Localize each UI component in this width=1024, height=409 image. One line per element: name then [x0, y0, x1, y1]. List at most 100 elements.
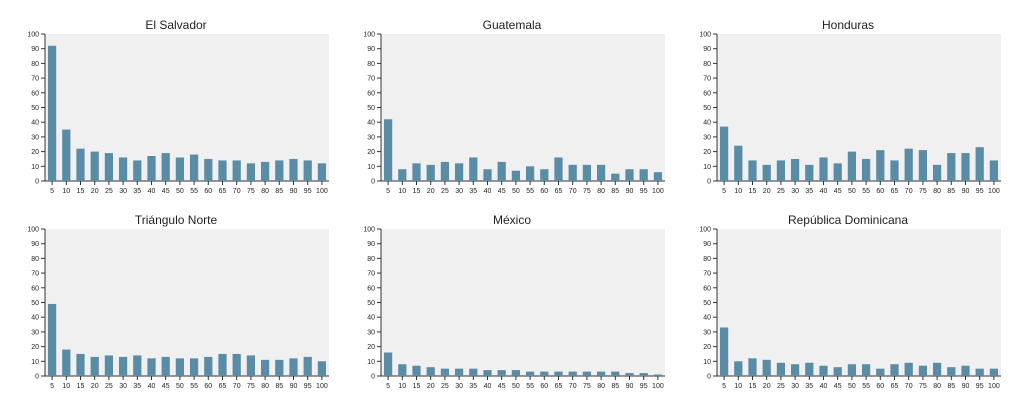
x-tick-label: 35: [133, 188, 141, 195]
x-tick-label: 85: [947, 383, 955, 390]
x-tick-label: 75: [583, 188, 591, 195]
x-tick-label: 45: [162, 383, 170, 390]
bar: [260, 161, 270, 181]
x-tick-label: 75: [919, 188, 927, 195]
y-tick-label: 50: [703, 105, 711, 112]
y-tick-label: 10: [31, 164, 39, 171]
x-tick-label: 10: [398, 383, 406, 390]
y-tick-label: 60: [367, 285, 375, 292]
x-tick-label: 45: [498, 188, 506, 195]
bar: [189, 358, 199, 376]
x-tick-label: 25: [777, 383, 785, 390]
bar: [76, 353, 85, 376]
y-tick-label: 30: [31, 329, 39, 336]
x-tick-label: 5: [722, 188, 726, 195]
y-tick-label: 70: [31, 76, 39, 83]
x-tick-label: 50: [512, 188, 520, 195]
x-tick-label: 20: [91, 383, 99, 390]
x-tick-label: 65: [555, 383, 563, 390]
bar: [719, 126, 729, 181]
y-tick-label: 90: [367, 241, 375, 248]
bar: [383, 119, 393, 181]
x-tick-label: 50: [848, 188, 856, 195]
x-tick-label: 25: [105, 188, 113, 195]
y-tick-label: 40: [703, 315, 711, 322]
bar: [540, 371, 549, 376]
y-tick-label: 40: [367, 120, 375, 127]
bar-chart-svg: 0 10 20 30 40 50 60 70 80 90 100 5 10 15 20 25 30 35 40 45 5…: [363, 32, 665, 195]
bar: [748, 358, 757, 376]
bar: [611, 173, 620, 181]
bar: [383, 352, 393, 376]
x-tick-label: 25: [777, 188, 785, 195]
x-tick-label: 5: [722, 383, 726, 390]
x-tick-label: 70: [905, 383, 913, 390]
y-tick-label: 60: [703, 285, 711, 292]
y-tick-label: 20: [367, 149, 375, 156]
y-tick-label: 100: [27, 227, 39, 234]
x-tick-label: 55: [190, 188, 198, 195]
bar: [918, 150, 928, 181]
bar: [776, 362, 786, 376]
bar: [653, 172, 663, 181]
y-tick-label: 80: [367, 61, 375, 68]
bar-chart-svg: 0 10 20 30 40 50 60 70 80 90 100 5 10 15 20 25 30 35 40 45 5…: [699, 32, 1001, 195]
x-tick-label: 50: [176, 188, 184, 195]
x-tick-label: 55: [862, 383, 870, 390]
bar: [175, 157, 185, 181]
bar: [554, 157, 563, 181]
bar: [847, 151, 857, 181]
bar: [989, 368, 999, 376]
y-tick-label: 0: [35, 179, 39, 186]
bar: [469, 368, 478, 376]
chart-panel-republica-dominicana: República Dominicana 0 10 20 30 40 50 60 70 80 90…: [680, 203, 1016, 403]
bar: [90, 151, 99, 181]
y-tick-label: 90: [703, 241, 711, 248]
chart-panel-triangulo-norte: Triángulo Norte 0 10 20 30 40 50 60 70 80 90 100 5 1…: [8, 203, 344, 403]
x-tick-label: 95: [640, 188, 648, 195]
bar: [218, 353, 227, 376]
bar: [454, 368, 464, 376]
y-tick-label: 70: [703, 76, 711, 83]
x-tick-label: 15: [749, 383, 757, 390]
x-tick-label: 30: [791, 188, 799, 195]
bar: [161, 356, 170, 376]
x-tick-label: 75: [583, 383, 591, 390]
bar: [861, 158, 871, 181]
plot-area: [45, 34, 329, 181]
bar: [133, 160, 142, 181]
bar: [932, 362, 942, 376]
bar: [611, 371, 620, 376]
x-tick-label: 40: [484, 188, 492, 195]
x-tick-label: 60: [540, 383, 548, 390]
bar: [412, 163, 421, 181]
x-tick-label: 55: [862, 188, 870, 195]
y-tick-label: 40: [31, 315, 39, 322]
bar: [904, 362, 913, 376]
x-tick-label: 90: [626, 188, 634, 195]
bar: [317, 163, 327, 181]
bar: [303, 160, 312, 181]
bar: [175, 358, 185, 376]
bar: [426, 367, 435, 376]
x-tick-label: 60: [204, 383, 212, 390]
x-tick-label: 20: [427, 188, 435, 195]
x-tick-label: 85: [611, 188, 619, 195]
x-tick-label: 100: [316, 188, 328, 195]
y-tick-label: 40: [367, 315, 375, 322]
x-tick-label: 35: [133, 383, 141, 390]
y-tick-label: 10: [367, 359, 375, 366]
x-tick-label: 40: [820, 188, 828, 195]
x-tick-label: 80: [261, 188, 269, 195]
x-tick-label: 40: [148, 188, 156, 195]
x-tick-label: 90: [962, 383, 970, 390]
bar: [833, 163, 842, 181]
x-tick-label: 70: [905, 188, 913, 195]
x-tick-label: 50: [848, 383, 856, 390]
plot-area: [717, 34, 1001, 181]
x-tick-label: 60: [876, 383, 884, 390]
x-tick-label: 100: [652, 188, 664, 195]
bar: [118, 356, 128, 376]
x-tick-label: 95: [304, 188, 312, 195]
x-tick-label: 45: [162, 188, 170, 195]
